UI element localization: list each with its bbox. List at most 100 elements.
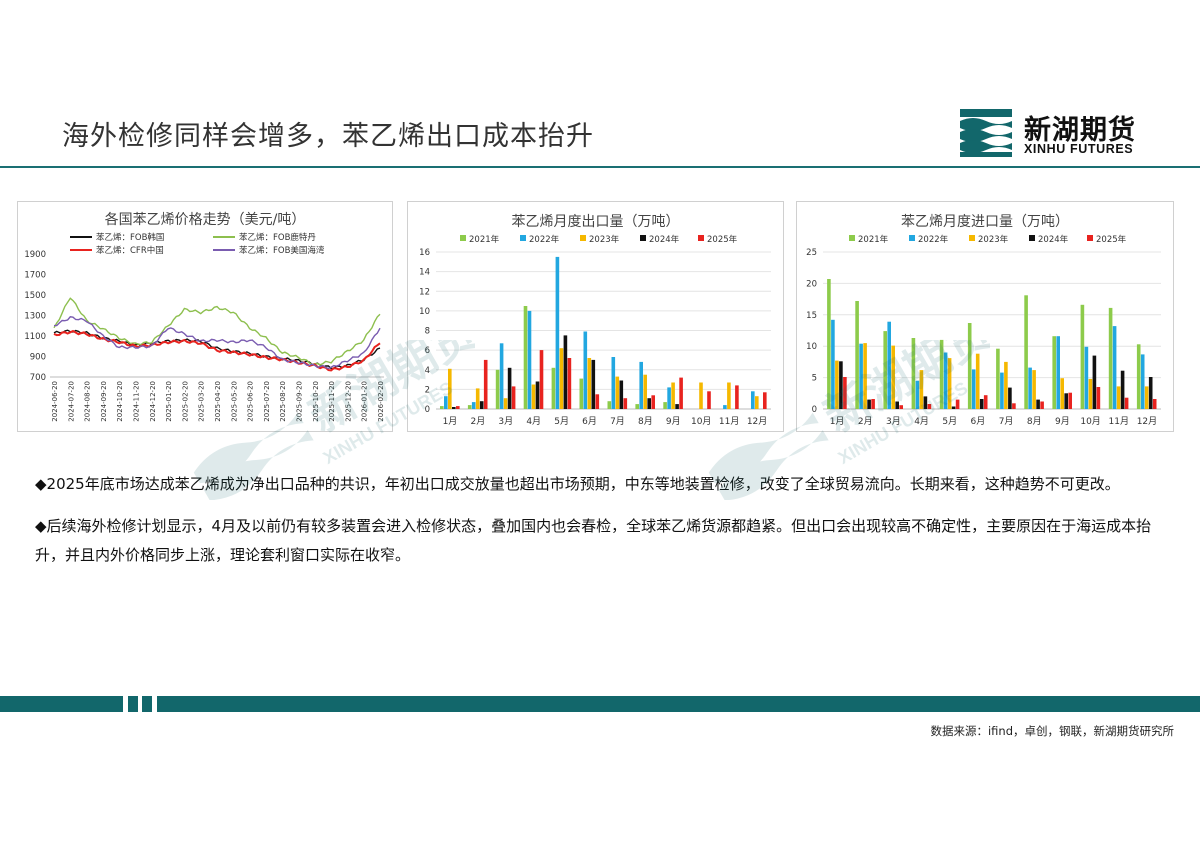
bar bbox=[923, 396, 928, 409]
bar bbox=[827, 279, 831, 409]
bar bbox=[679, 377, 683, 409]
bar bbox=[1004, 361, 1008, 409]
bar bbox=[611, 357, 616, 409]
y-tick-label: 4 bbox=[425, 366, 430, 376]
bar bbox=[996, 348, 1000, 409]
bar bbox=[475, 388, 480, 409]
bar bbox=[1148, 377, 1153, 409]
bar bbox=[1052, 336, 1056, 409]
bar bbox=[871, 399, 875, 409]
x-tick-label: 10月 bbox=[1080, 416, 1100, 427]
series-line bbox=[54, 316, 381, 370]
y-tick-label: 1700 bbox=[24, 271, 46, 281]
bar bbox=[1136, 344, 1141, 409]
legend-swatch bbox=[580, 235, 586, 241]
y-tick-label: 0 bbox=[812, 405, 817, 415]
y-tick-label: 6 bbox=[425, 346, 430, 356]
y-tick-label: 0 bbox=[425, 405, 430, 415]
bar bbox=[523, 306, 528, 409]
bar bbox=[1080, 304, 1085, 409]
x-tick-label: 3月 bbox=[498, 416, 513, 427]
bar bbox=[440, 406, 444, 409]
bar bbox=[1064, 393, 1068, 409]
x-tick-label: 2024-08-20 bbox=[84, 381, 92, 422]
x-tick-label: 2024-06-20 bbox=[51, 381, 59, 422]
bar bbox=[623, 398, 628, 409]
bar bbox=[667, 387, 671, 409]
bar bbox=[735, 385, 739, 409]
y-tick-label: 1300 bbox=[24, 312, 46, 322]
bullet-item-2: ◆后续海外检修计划显示，4月及以前仍有较多装置会进入检修状态，叠加国内也会春检，… bbox=[35, 517, 1152, 564]
bar bbox=[559, 348, 564, 409]
bar bbox=[755, 396, 759, 409]
legend-label: 2022年 bbox=[529, 234, 560, 245]
x-tick-label: 2月 bbox=[858, 416, 873, 427]
bar bbox=[895, 401, 899, 409]
x-tick-label: 11月 bbox=[719, 416, 739, 427]
logo-english-name: XINHU FUTURES bbox=[1024, 142, 1134, 156]
chart-title: 苯乙烯月度进口量（万吨） bbox=[901, 213, 1069, 230]
bar bbox=[1000, 372, 1004, 409]
y-tick-label: 20 bbox=[806, 279, 817, 289]
bar bbox=[1088, 378, 1093, 409]
y-tick-label: 14 bbox=[419, 268, 430, 278]
x-tick-label: 3月 bbox=[886, 416, 901, 427]
bar bbox=[707, 391, 711, 409]
x-tick-label: 2月 bbox=[471, 416, 486, 427]
bar bbox=[1036, 399, 1040, 409]
legend-swatch bbox=[1029, 235, 1035, 241]
bar bbox=[448, 368, 452, 409]
x-tick-label: 2025-02-20 bbox=[181, 381, 189, 422]
bar bbox=[595, 394, 600, 409]
x-tick-label: 11月 bbox=[1109, 416, 1129, 427]
logo: 新湖期货 XINHU FUTURES bbox=[958, 106, 1158, 158]
bar bbox=[579, 378, 584, 409]
bar bbox=[1092, 355, 1097, 409]
import-volume-panel: 苯乙烯月度进口量（万吨） 2021年 2022年 2023年 2024年 2025年 0 5 1… bbox=[796, 201, 1174, 432]
legend-label: 苯乙烯：CFR中国 bbox=[96, 245, 164, 256]
legend-label: 苯乙烯：FOB韩国 bbox=[96, 232, 164, 243]
export-volume-chart: 苯乙烯月度出口量（万吨） 2021年 2022年 2023年 2024年 2025年 0 2 4… bbox=[419, 213, 771, 427]
bar bbox=[615, 376, 620, 409]
x-tick-label: 5月 bbox=[942, 416, 957, 427]
x-tick-label: 2024-11-20 bbox=[133, 381, 141, 422]
x-tick-label: 2026-02-20 bbox=[377, 381, 385, 422]
legend-swatch bbox=[460, 235, 466, 241]
bar bbox=[891, 345, 895, 409]
bar bbox=[859, 343, 863, 409]
legend-swatch bbox=[849, 235, 855, 241]
x-tick-label: 2025-06-20 bbox=[247, 381, 255, 422]
y-tick-label: 15 bbox=[806, 311, 817, 321]
footer-bar bbox=[0, 696, 1200, 712]
x-tick-label: 7月 bbox=[999, 416, 1014, 427]
series-line bbox=[53, 329, 381, 370]
bar bbox=[915, 380, 920, 409]
legend-label: 苯乙烯：FOB鹿特丹 bbox=[239, 232, 316, 243]
bar bbox=[955, 399, 960, 409]
data-source-note: 数据来源：ifind，卓创，钢联，新湖期货研究所 bbox=[930, 724, 1174, 738]
bar bbox=[647, 398, 651, 409]
legend-swatch bbox=[520, 235, 526, 241]
bar bbox=[911, 338, 916, 409]
bar bbox=[1112, 326, 1117, 409]
y-tick-label: 12 bbox=[419, 287, 430, 297]
bar bbox=[867, 399, 871, 409]
bar bbox=[456, 406, 460, 409]
y-tick-label: 1900 bbox=[24, 250, 46, 260]
x-tick-label: 2025-08-20 bbox=[279, 381, 287, 422]
bar bbox=[1040, 401, 1044, 409]
bar bbox=[1116, 386, 1121, 409]
bar bbox=[1152, 399, 1157, 409]
y-tick-label: 1100 bbox=[24, 332, 46, 342]
bar bbox=[555, 256, 560, 409]
bar bbox=[927, 404, 932, 409]
bar bbox=[979, 399, 984, 409]
bar bbox=[587, 358, 592, 409]
bar bbox=[943, 352, 948, 409]
series-line bbox=[53, 297, 381, 366]
bar bbox=[511, 386, 516, 409]
bar bbox=[1012, 403, 1016, 409]
bar bbox=[1140, 354, 1145, 409]
bar bbox=[967, 323, 972, 409]
bar bbox=[619, 380, 624, 409]
